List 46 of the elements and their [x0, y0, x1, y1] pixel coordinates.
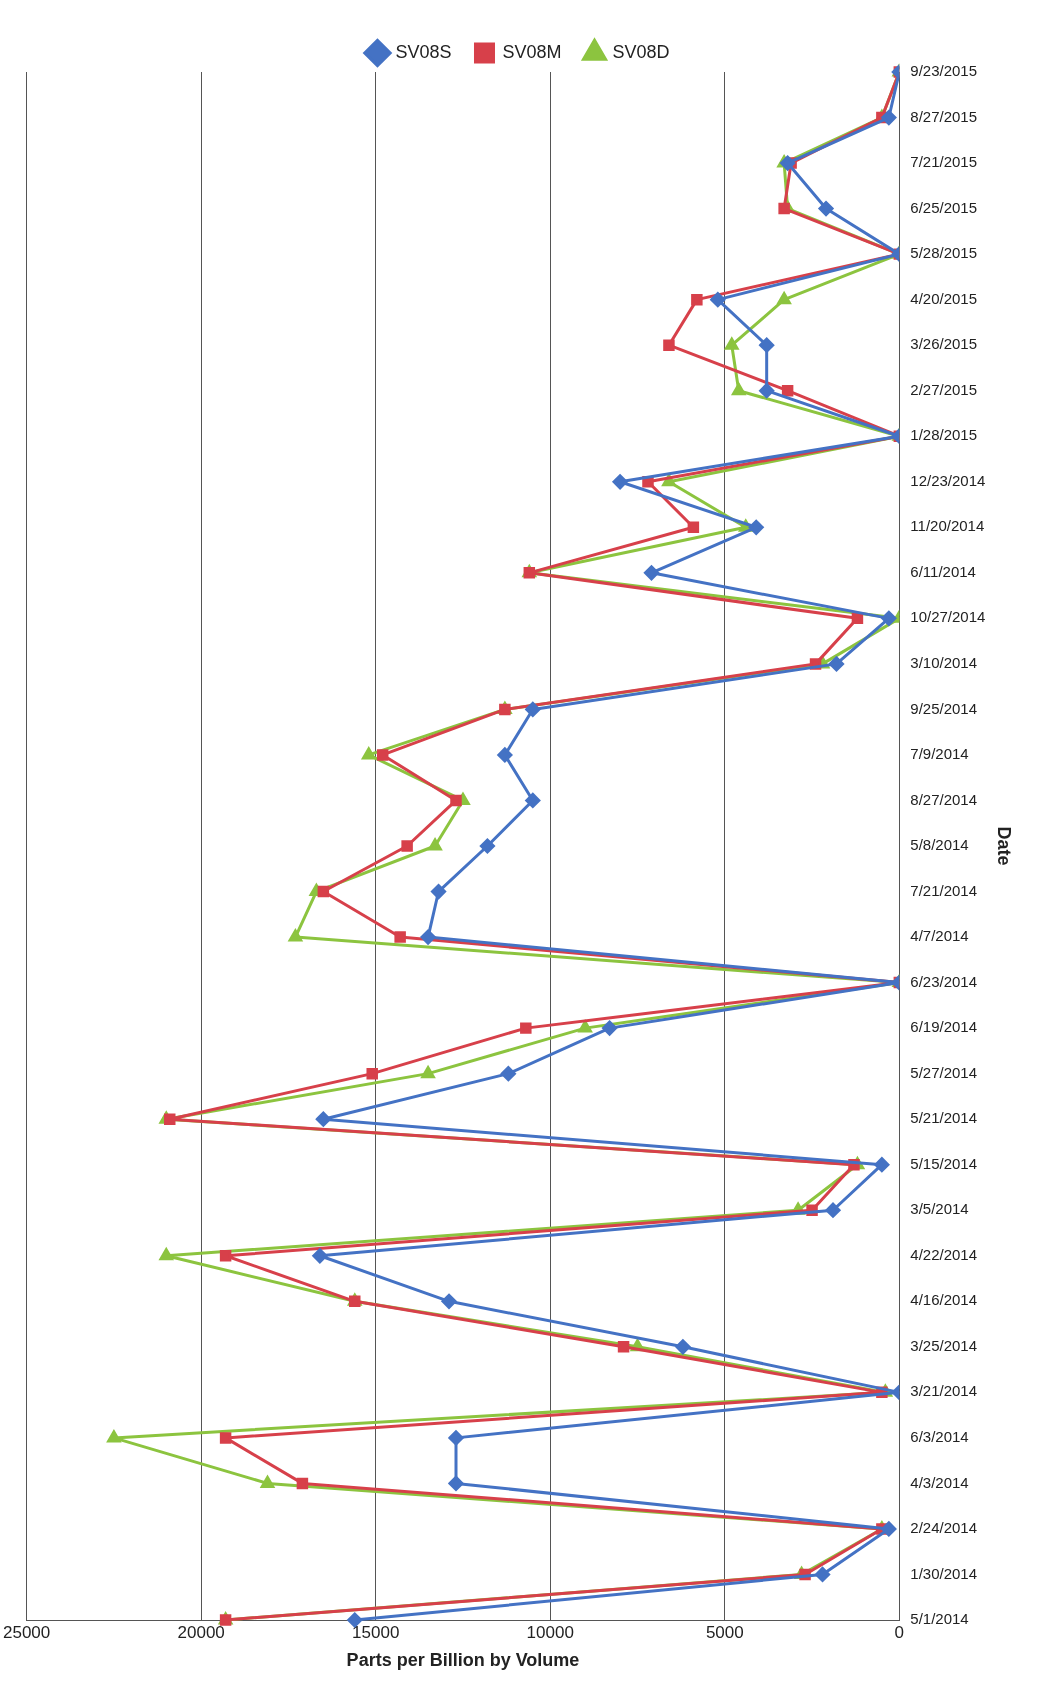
y-tick-label: 6/11/2014 — [910, 562, 976, 580]
y-tick-label: 7/21/2015 — [910, 153, 978, 171]
y-tick-label: 2/27/2015 — [910, 380, 978, 398]
x-tick-label: 5000 — [705, 1622, 744, 1642]
y-tick-label: 4/3/2014 — [910, 1473, 969, 1491]
y-tick-label: 4/20/2015 — [910, 289, 978, 307]
y-tick-label: 3/21/2014 — [910, 1382, 978, 1400]
y-tick-label: 6/19/2014 — [910, 1018, 978, 1036]
y-axis-title: Date — [994, 826, 1015, 866]
y-tick-label: 5/1/2014 — [910, 1610, 969, 1628]
y-tick-label: 5/27/2014 — [910, 1063, 978, 1081]
y-tick-label: 6/25/2015 — [910, 198, 978, 216]
y-tick-label: 3/10/2014 — [910, 654, 978, 672]
y-tick-label: 2/24/2014 — [910, 1519, 978, 1537]
y-tick-label: 10/27/2014 — [910, 608, 986, 626]
y-tick-label: 5/15/2014 — [910, 1154, 978, 1172]
y-tick-label: 12/23/2014 — [910, 471, 986, 489]
y-tick-label: 6/3/2014 — [910, 1428, 969, 1446]
y-tick-label: 9/25/2014 — [910, 699, 978, 717]
y-tick-label: 8/27/2014 — [910, 790, 978, 808]
y-tick-label: 1/28/2015 — [910, 426, 978, 444]
y-tick-label: 5/8/2014 — [910, 836, 969, 854]
y-tick-label: 9/23/2015 — [910, 62, 978, 80]
y-tick-label: 7/21/2014 — [910, 881, 978, 899]
x-tick-label: 20000 — [177, 1622, 225, 1642]
x-axis-title: Parts per Billion by Volume — [346, 1650, 580, 1671]
x-tick-label: 25000 — [3, 1622, 51, 1642]
y-tick-label: 1/30/2014 — [910, 1564, 978, 1582]
y-tick-label: 4/7/2014 — [910, 927, 969, 945]
y-tick-label: 11/20/2014 — [910, 517, 985, 535]
y-tick-label: 3/25/2014 — [910, 1336, 978, 1354]
y-tick-label: 3/5/2014 — [910, 1200, 969, 1218]
y-tick-label: 4/16/2014 — [910, 1291, 978, 1309]
y-tick-label: 5/21/2014 — [910, 1109, 978, 1127]
y-tick-label: 4/22/2014 — [910, 1245, 978, 1263]
legend-label: SV08D — [612, 41, 670, 62]
x-tick-label: 10000 — [526, 1622, 574, 1642]
y-tick-label: 5/28/2015 — [910, 244, 978, 262]
legend-label: SV08M — [502, 41, 562, 62]
x-tick-label: 0 — [894, 1622, 905, 1642]
legend-label: SV08S — [395, 41, 452, 62]
y-tick-label: 6/23/2014 — [910, 972, 978, 990]
y-tick-label: 8/27/2015 — [910, 107, 978, 125]
x-tick-label: 15000 — [352, 1622, 400, 1642]
y-tick-label: 7/9/2014 — [910, 745, 969, 763]
y-tick-label: 3/26/2015 — [910, 335, 978, 353]
